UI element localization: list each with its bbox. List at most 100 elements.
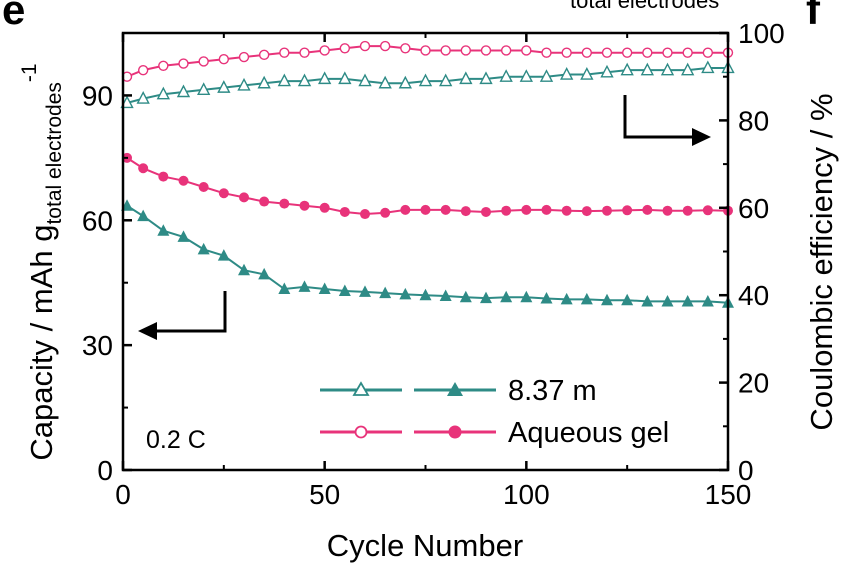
data-point	[259, 196, 270, 207]
x-tick-label: 150	[705, 479, 752, 510]
data-point	[339, 206, 350, 217]
data-point	[198, 181, 209, 192]
data-point	[581, 47, 593, 58]
y-right-tick-label: 40	[738, 280, 769, 311]
data-point	[459, 290, 472, 303]
series-capacity-filled-circle	[122, 152, 733, 220]
legend-filled-circle-icon	[448, 425, 462, 439]
data-point	[500, 290, 513, 303]
legend-entry-837m: 8.37 m	[320, 375, 597, 407]
data-point	[701, 294, 714, 307]
data-point	[177, 230, 190, 242]
x-tick-label: 100	[503, 479, 550, 510]
data-point	[358, 73, 372, 87]
data-point	[581, 206, 592, 217]
data-point	[399, 287, 412, 300]
data-point	[299, 47, 310, 58]
data-point	[157, 224, 170, 236]
data-point	[178, 58, 189, 69]
data-point	[682, 47, 693, 58]
data-point	[521, 45, 532, 56]
data-point	[622, 205, 633, 216]
data-point	[420, 204, 431, 215]
y-left-title-sub: total electrodes	[43, 82, 66, 224]
data-point	[601, 47, 613, 58]
y-left-title-sup: -1	[18, 63, 41, 82]
data-point	[601, 293, 613, 306]
data-point	[702, 205, 713, 216]
data-point	[197, 82, 211, 96]
data-point	[580, 67, 594, 80]
data-point	[479, 71, 493, 85]
data-point	[238, 263, 250, 276]
data-point	[561, 47, 572, 58]
data-point	[279, 198, 290, 209]
data-point	[359, 40, 371, 52]
y-left-title-main: Capacity / mAh g	[24, 225, 59, 461]
plot-frame	[121, 31, 730, 472]
data-point	[218, 188, 229, 199]
data-point	[539, 69, 554, 82]
data-point	[297, 73, 312, 87]
data-point	[178, 175, 189, 186]
data-point	[702, 47, 714, 58]
data-point	[360, 209, 370, 220]
legend-label-aqueous-gel: Aqueous gel	[508, 417, 669, 449]
data-point	[540, 292, 553, 304]
data-point	[279, 47, 290, 58]
y-left-tick-label: 30	[82, 330, 113, 361]
data-point	[661, 294, 674, 307]
y-left-tick-label: 90	[82, 80, 113, 111]
series-capacity-filled-triangle	[121, 199, 734, 308]
y-right-tick-label: 80	[738, 105, 769, 136]
data-point	[359, 285, 371, 297]
data-point	[239, 192, 249, 203]
x-axis-title: Cycle Number	[327, 528, 523, 563]
data-point	[298, 280, 311, 292]
data-point	[701, 60, 715, 74]
data-point	[662, 205, 673, 216]
data-point	[378, 75, 392, 89]
panel-label-f: f	[806, 0, 821, 33]
data-point	[520, 290, 533, 303]
data-point	[237, 77, 251, 91]
x-tick-label: 0	[115, 479, 131, 510]
data-point	[258, 49, 270, 61]
data-point	[238, 51, 250, 63]
data-point	[662, 47, 673, 58]
y-right-tick-label: 0	[738, 455, 754, 486]
series-layer	[120, 40, 735, 308]
data-point	[501, 205, 512, 216]
data-point	[560, 67, 574, 80]
data-point	[419, 288, 432, 301]
data-point	[319, 202, 330, 213]
data-point	[660, 62, 675, 76]
data-point	[379, 40, 391, 52]
data-point	[400, 204, 411, 215]
data-point	[217, 249, 230, 261]
svg-text:Capacity / mAh gtotal electrod: Capacity / mAh gtotal electrodes-1	[18, 63, 66, 460]
legend-label-837m: 8.37 m	[508, 375, 597, 407]
data-point	[440, 45, 451, 56]
data-point	[218, 54, 230, 65]
y-left-axis-title: Capacity / mAh gtotal electrodes-1	[18, 63, 66, 460]
data-point	[258, 267, 271, 280]
data-point	[439, 73, 453, 87]
data-point	[641, 294, 654, 307]
legend-open-triangle-icon	[352, 381, 370, 396]
data-point	[519, 69, 533, 82]
data-point	[379, 286, 392, 299]
legend-open-circle-icon	[354, 425, 368, 439]
data-point	[137, 64, 149, 76]
data-point	[621, 47, 633, 58]
y-right-axis-title: Coulombic efficiency / %	[804, 93, 839, 430]
rate-annotation: 0.2 C	[146, 426, 206, 454]
series-coulombic-efficiency-open-circle	[121, 40, 734, 82]
data-point	[176, 84, 191, 98]
data-point	[120, 95, 134, 109]
data-point	[158, 171, 169, 182]
data-point	[600, 64, 614, 78]
data-point	[621, 293, 634, 306]
